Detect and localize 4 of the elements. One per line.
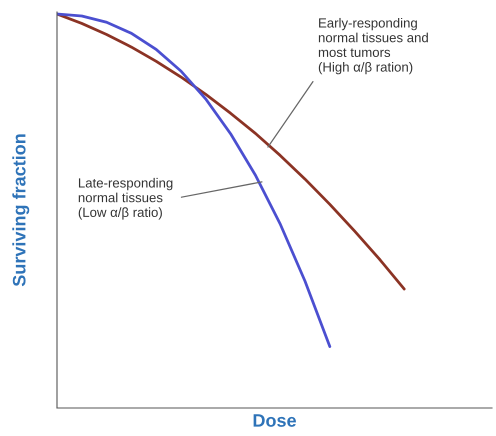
annotation: Late-responding normal tissues (Low α/β ratio) [78,178,172,220]
y-axis-title: Surviving fraction [12,134,30,286]
annotation: Early-responding normal tissues and most tumors (High α/β ration) [318,18,428,74]
x-axis-title: Dose [254,414,296,427]
